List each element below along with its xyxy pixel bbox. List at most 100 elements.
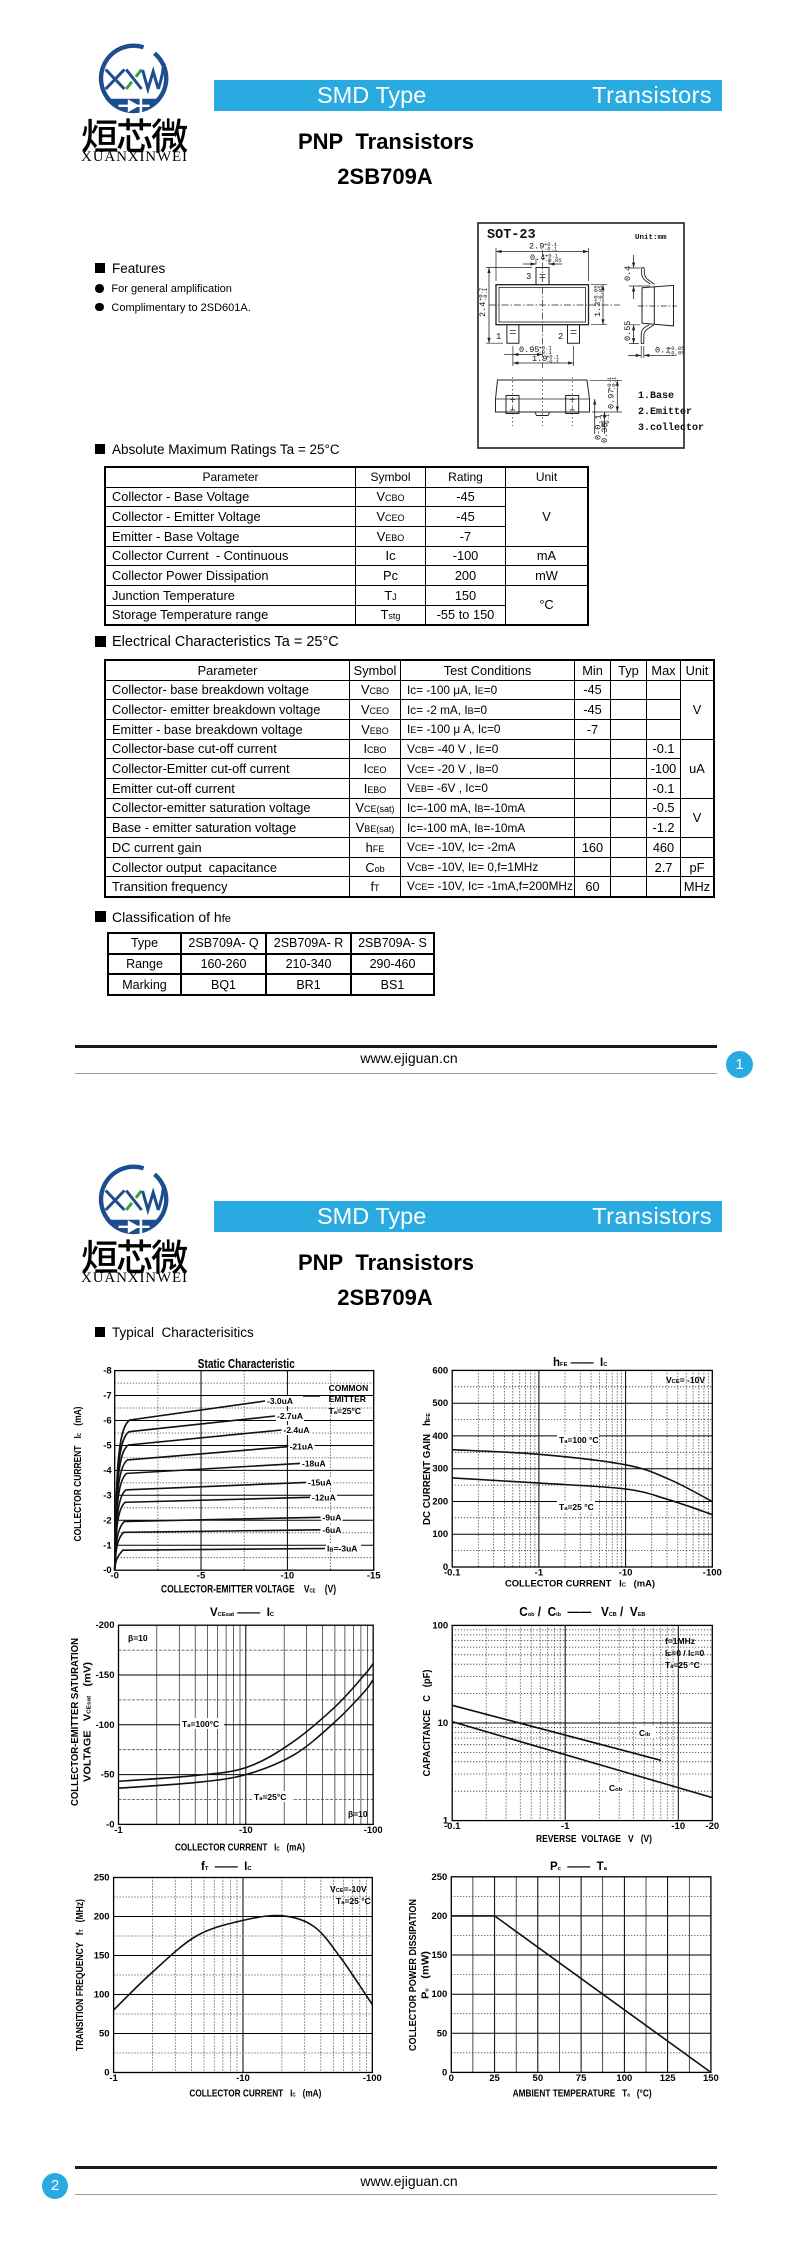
svg-text:600: 600 (432, 1365, 448, 1376)
svg-text:-4: -4 (103, 1465, 112, 1476)
svg-text:-6: -6 (103, 1416, 111, 1427)
svg-text:50: 50 (533, 2073, 544, 2084)
svg-text:COLLECTOR-EMITTER VOLTAGE V: COLLECTOR-EMITTER VOLTAGE VCE (V) (161, 1584, 336, 1596)
svg-text:CAPACITANCE C (pF): CAPACITANCE C (pF) (422, 1670, 433, 1777)
svg-text:100: 100 (431, 1989, 447, 2000)
svg-text:VCE= -10V: VCE= -10V (666, 1375, 705, 1385)
svg-text:2: 2 (558, 332, 563, 342)
svg-text:1: 1 (443, 1816, 449, 1827)
svg-text:-100: -100 (363, 2073, 382, 2084)
svg-text:COLLECTOR CURRENT IC (mA): COLLECTOR CURRENT IC (mA) (175, 1843, 305, 1854)
svg-text:-0.1: -0.1 (539, 349, 553, 356)
svg-text:-100: -100 (95, 1720, 114, 1731)
svg-text:+0.1: +0.1 (539, 345, 553, 352)
svg-text:-10: -10 (239, 1825, 253, 1836)
svg-text:-150: -150 (95, 1670, 114, 1681)
svg-text:Cob / Cib —— VCB / VEB: Cob / Cib —— VCB / VEB (519, 1605, 645, 1619)
svg-text:β=10: β=10 (128, 1633, 148, 1643)
svg-text:Unit:mm: Unit:mm (635, 234, 667, 242)
svg-text:AMBIENT TEMPERATURE Ta (°C: AMBIENT TEMPERATURE Ta (°C) (513, 2089, 652, 2100)
svg-text:-18uA: -18uA (302, 1458, 326, 1468)
svg-text:-1: -1 (109, 2073, 118, 2084)
svg-text:Ta=25°C: Ta=25°C (254, 1792, 286, 1802)
svg-text:-0.1: -0.1 (444, 1821, 461, 1832)
svg-text:Ta=25 °C: Ta=25 °C (665, 1660, 700, 1670)
svg-text:0.97: 0.97 (607, 389, 617, 409)
svg-text:0: 0 (443, 1562, 448, 1573)
svg-text:-0.05: -0.05 (668, 350, 685, 357)
svg-text:-5: -5 (103, 1440, 112, 1451)
svg-text:150: 150 (94, 1951, 110, 1962)
svg-text:-200: -200 (95, 1620, 114, 1631)
svg-text:Ta=25 °C: Ta=25 °C (559, 1502, 594, 1512)
svg-text:-0.1: -0.1 (604, 413, 611, 427)
svg-text:250: 250 (94, 1873, 110, 1884)
svg-text:+0.1: +0.1 (544, 241, 558, 248)
svg-text:0.38: 0.38 (600, 423, 610, 443)
svg-text:+0.1: +0.1 (545, 253, 559, 260)
svg-text:75: 75 (576, 2073, 587, 2084)
svg-text:-100: -100 (703, 1568, 722, 1579)
svg-text:-2.4uA: -2.4uA (284, 1425, 310, 1435)
svg-text:Cob: Cob (609, 1783, 623, 1793)
svg-text:50: 50 (99, 2029, 110, 2040)
svg-text:2.9: 2.9 (529, 242, 544, 252)
svg-text:IB=-3uA: IB=-3uA (327, 1543, 357, 1553)
svg-text:+0.1: +0.1 (606, 376, 613, 390)
svg-text:+0.05: +0.05 (593, 285, 600, 302)
svg-text:0: 0 (104, 2068, 109, 2079)
svg-text:-0.1: -0.1 (482, 287, 489, 301)
svg-text:-0: -0 (106, 1819, 114, 1830)
svg-text:-0.1: -0.1 (544, 246, 558, 253)
svg-text:-1: -1 (103, 1540, 112, 1551)
svg-text:VCEsat —— IC: VCEsat —— IC (210, 1607, 275, 1619)
svg-text:0: 0 (449, 2073, 454, 2084)
svg-text:DC CURRENT GAIN hFE: DC CURRENT GAIN hFE (422, 1413, 433, 1525)
svg-text:COLLECTOR-EMITTER SATURATION: COLLECTOR-EMITTER SATURATION (70, 1638, 81, 1806)
svg-text:-1: -1 (535, 1568, 544, 1579)
svg-text:-10: -10 (619, 1568, 633, 1579)
svg-text:-6uA: -6uA (323, 1525, 342, 1535)
svg-text:-100: -100 (364, 1825, 383, 1836)
svg-text:-15: -15 (367, 1571, 381, 1582)
svg-text:+0.2: +0.2 (478, 288, 485, 301)
svg-text:200: 200 (431, 1911, 447, 1922)
svg-text:-21uA: -21uA (290, 1442, 314, 1452)
svg-text:250: 250 (431, 1872, 447, 1883)
svg-text:Cib: Cib (639, 1728, 651, 1738)
svg-text:1: 1 (496, 332, 501, 342)
svg-text:-0.1: -0.1 (611, 376, 618, 390)
svg-text:-50: -50 (101, 1770, 115, 1781)
svg-text:fT —— IC: fT —— IC (201, 1861, 252, 1873)
svg-text:-1: -1 (114, 1825, 123, 1836)
svg-text:IE=0 / IC=0: IE=0 / IC=0 (665, 1648, 705, 1658)
svg-text:-12uA: -12uA (312, 1492, 336, 1502)
svg-text:VOLTAGE VCEsat (mV): VOLTAGE VCEsat (mV) (82, 1662, 93, 1782)
svg-text:Ta=25°C: Ta=25°C (329, 1406, 361, 1416)
svg-text:Static Characteristic: Static Characteristic (198, 1356, 295, 1371)
svg-text:-2: -2 (103, 1515, 111, 1526)
svg-text:1.9: 1.9 (532, 354, 547, 364)
svg-text:-15uA: -15uA (308, 1477, 332, 1487)
svg-text:-0.1: -0.1 (444, 1568, 461, 1579)
svg-text:0.95: 0.95 (519, 345, 539, 355)
svg-text:100: 100 (432, 1529, 448, 1540)
svg-text:COLLECTOR CURRENT IC (mA): COLLECTOR CURRENT IC (mA) (73, 1407, 84, 1542)
svg-text:200: 200 (94, 1912, 110, 1923)
svg-text:REVERSE VOLTAGE V (V): REVERSE VOLTAGE V (V) (536, 1834, 652, 1845)
svg-text:2.Emitter: 2.Emitter (638, 406, 692, 418)
svg-text:+0.05: +0.05 (668, 345, 685, 352)
svg-text:+0.1: +0.1 (600, 413, 607, 427)
svg-text:-1: -1 (561, 1821, 570, 1832)
svg-text:1.3: 1.3 (593, 302, 603, 317)
svg-text:-3.0uA: -3.0uA (267, 1396, 293, 1406)
svg-text:Pc —— Ta: Pc —— Ta (550, 1861, 608, 1873)
svg-text:100: 100 (94, 1990, 110, 2001)
svg-text:COLLECTOR CURRENT IC (mA): COLLECTOR CURRENT IC (mA) (189, 2089, 321, 2100)
svg-text:100: 100 (616, 2073, 632, 2084)
svg-text:50: 50 (437, 2028, 448, 2039)
svg-text:-9uA: -9uA (323, 1512, 342, 1522)
svg-text:-0.1: -0.1 (546, 358, 560, 365)
svg-text:200: 200 (432, 1496, 448, 1507)
svg-text:100: 100 (432, 1620, 448, 1631)
